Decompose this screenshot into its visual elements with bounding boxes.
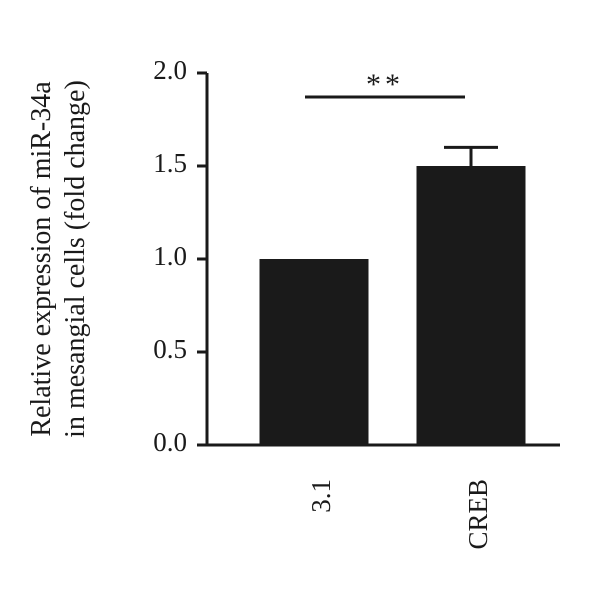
x-tick-label: 3.1: [306, 479, 336, 513]
y-axis-label: in mesangial cells (fold change): [60, 80, 91, 438]
y-tick-label: 1.0: [153, 241, 187, 271]
significance-label: **: [366, 68, 404, 101]
y-tick-label: 0.5: [153, 334, 187, 364]
error-bar: [444, 145, 498, 166]
y-tick-label: 2.0: [153, 55, 187, 85]
y-tick-label: 0.0: [153, 427, 187, 457]
y-axis-label: Relative expression of miR-34a: [26, 81, 57, 437]
y-tick-label: 1.5: [153, 148, 187, 178]
x-tick-label: CREB: [463, 479, 493, 550]
bar: [416, 166, 526, 445]
bar: [259, 259, 369, 445]
